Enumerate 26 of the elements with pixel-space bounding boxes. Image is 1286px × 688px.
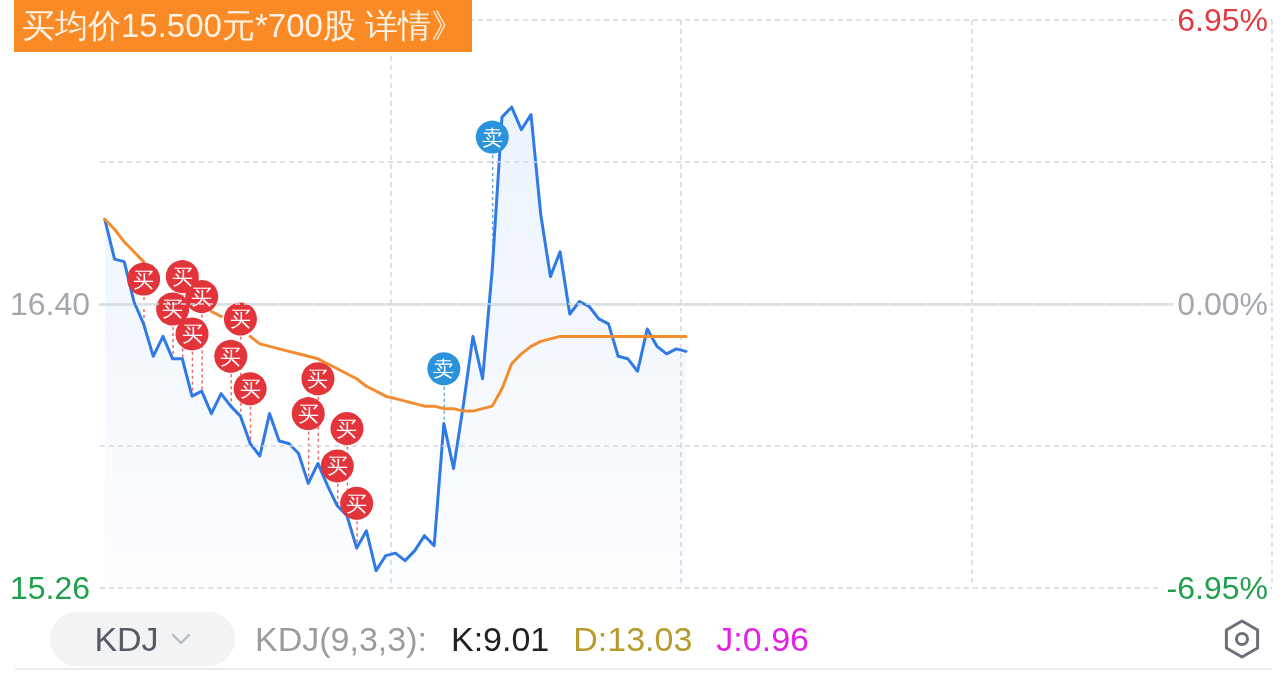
data-label: 买 (239, 377, 261, 401)
data-label: 买 (162, 297, 184, 321)
text: D:13.03 (573, 619, 693, 659)
data-label: 卖 (433, 357, 455, 381)
data-label: 买 (307, 367, 329, 391)
y2-tick-label: -6.95% (1166, 570, 1268, 606)
annotation: 买均价15.500元*700股 详情》 (14, 0, 473, 52)
data-label: 买 (133, 267, 155, 291)
y-tick-label: 16.40 (9, 286, 90, 322)
data-label: 买 (297, 402, 319, 426)
text: KDJ(9,3,3): (255, 619, 427, 659)
data-label: 买 (336, 417, 358, 441)
data-label: 买 (220, 344, 242, 368)
y2-tick-label: 0.00% (1177, 286, 1268, 322)
text: KDJ (94, 619, 159, 659)
data-label: 买 (326, 454, 348, 478)
text: J:0.96 (716, 619, 809, 659)
data-label: 买 (346, 491, 368, 515)
y2-tick-label: 6.95% (1177, 2, 1268, 38)
data-label: 买 (171, 265, 193, 289)
data-label: 买 (229, 307, 251, 331)
y-tick-label: 15.26 (9, 570, 90, 606)
data-label: 买 (191, 285, 213, 309)
data-label: 卖 (481, 125, 503, 149)
data-label: 买 (181, 322, 203, 346)
text: K:9.01 (450, 619, 550, 659)
